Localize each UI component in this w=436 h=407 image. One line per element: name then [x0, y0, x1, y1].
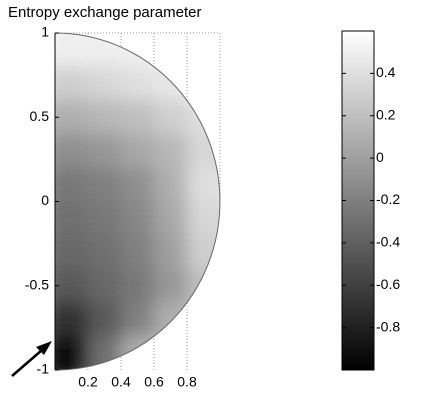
chart-title: Entropy exchange parameter	[8, 4, 201, 21]
heatmap-area	[55, 33, 220, 370]
heatmap-cell	[55, 33, 89, 68]
heatmap-cell	[55, 235, 89, 270]
heatmap-cell	[154, 100, 188, 135]
heatmap-cell	[187, 167, 220, 202]
y-tick-label: -1	[37, 361, 50, 377]
colorbar-tick-label: -0.6	[376, 276, 400, 292]
heatmap-cell	[187, 100, 220, 135]
heatmap-cell	[187, 201, 220, 236]
heatmap-cell	[88, 302, 122, 337]
heatmap-cell	[187, 66, 220, 101]
heatmap-cell	[187, 302, 220, 337]
heatmap-cell	[121, 100, 155, 135]
heatmap-cell	[121, 33, 155, 68]
colorbar-tick-label: -0.2	[376, 191, 400, 207]
heatmap-cell	[121, 167, 155, 202]
heatmap-cell	[154, 66, 188, 101]
heatmap-cell	[88, 201, 122, 236]
heatmap-cell	[55, 134, 89, 169]
heatmap-cell	[88, 167, 122, 202]
y-tick-label: 0	[41, 192, 49, 208]
heatmap-cell	[121, 66, 155, 101]
arrow-shaft	[11, 349, 43, 377]
x-tick-label: 0.2	[78, 374, 98, 390]
heatmap-cell	[121, 302, 155, 337]
heatmap-cell	[88, 235, 122, 270]
heatmap-cell	[88, 66, 122, 101]
heatmap-cell	[187, 33, 220, 68]
heatmap-cell	[121, 134, 155, 169]
heatmap-cell	[55, 201, 89, 236]
heatmap-cell	[187, 235, 220, 270]
axes: 0.2 0.4 0.6 0.8 -1 -0.5 0 0.5 1	[25, 24, 197, 390]
colorbar-tick-label: 0.4	[376, 64, 396, 80]
x-tick-label: 0.6	[144, 374, 164, 390]
arrow	[11, 341, 52, 377]
heatmap-cell	[55, 268, 89, 304]
heatmap-cell	[88, 134, 122, 169]
disk-outline	[54, 32, 221, 371]
heatmap-cell	[154, 33, 188, 68]
colorbar-tick-label: -0.8	[376, 318, 400, 334]
heatmap	[55, 33, 220, 370]
heatmap-cell	[121, 201, 155, 236]
colorbar-tick-label: 0	[376, 149, 384, 165]
x-tick-label: 0.8	[177, 374, 197, 390]
heatmap-cell	[154, 201, 188, 236]
y-tick-label: -0.5	[25, 276, 49, 292]
y-tick-label: 1	[41, 24, 49, 40]
colorbar-tick-label: 0.2	[376, 106, 396, 122]
heatmap-cell	[154, 134, 188, 169]
x-tick-label: 0.4	[111, 374, 131, 390]
heatmap-cell	[88, 100, 122, 135]
heatmap-cell	[187, 134, 220, 169]
heatmap-cell	[154, 268, 188, 304]
heatmap-cell	[154, 167, 188, 202]
arrow-head	[36, 341, 52, 355]
colorbar-tick-label: -0.4	[376, 234, 400, 250]
colorbar	[341, 30, 375, 371]
heatmap-cell	[187, 268, 220, 304]
heatmap-cell	[88, 268, 122, 304]
heatmap-cell	[121, 268, 155, 304]
heatmap-cell	[154, 235, 188, 270]
heatmap-cell	[55, 167, 89, 202]
heatmap-cell	[55, 302, 89, 337]
heatmap-cell	[121, 235, 155, 270]
heatmap-cell	[55, 336, 89, 370]
heatmap-cell	[88, 33, 122, 68]
y-tick-label: 0.5	[30, 108, 50, 124]
heatmap-cell	[55, 66, 89, 101]
heatmap-cell	[55, 100, 89, 135]
